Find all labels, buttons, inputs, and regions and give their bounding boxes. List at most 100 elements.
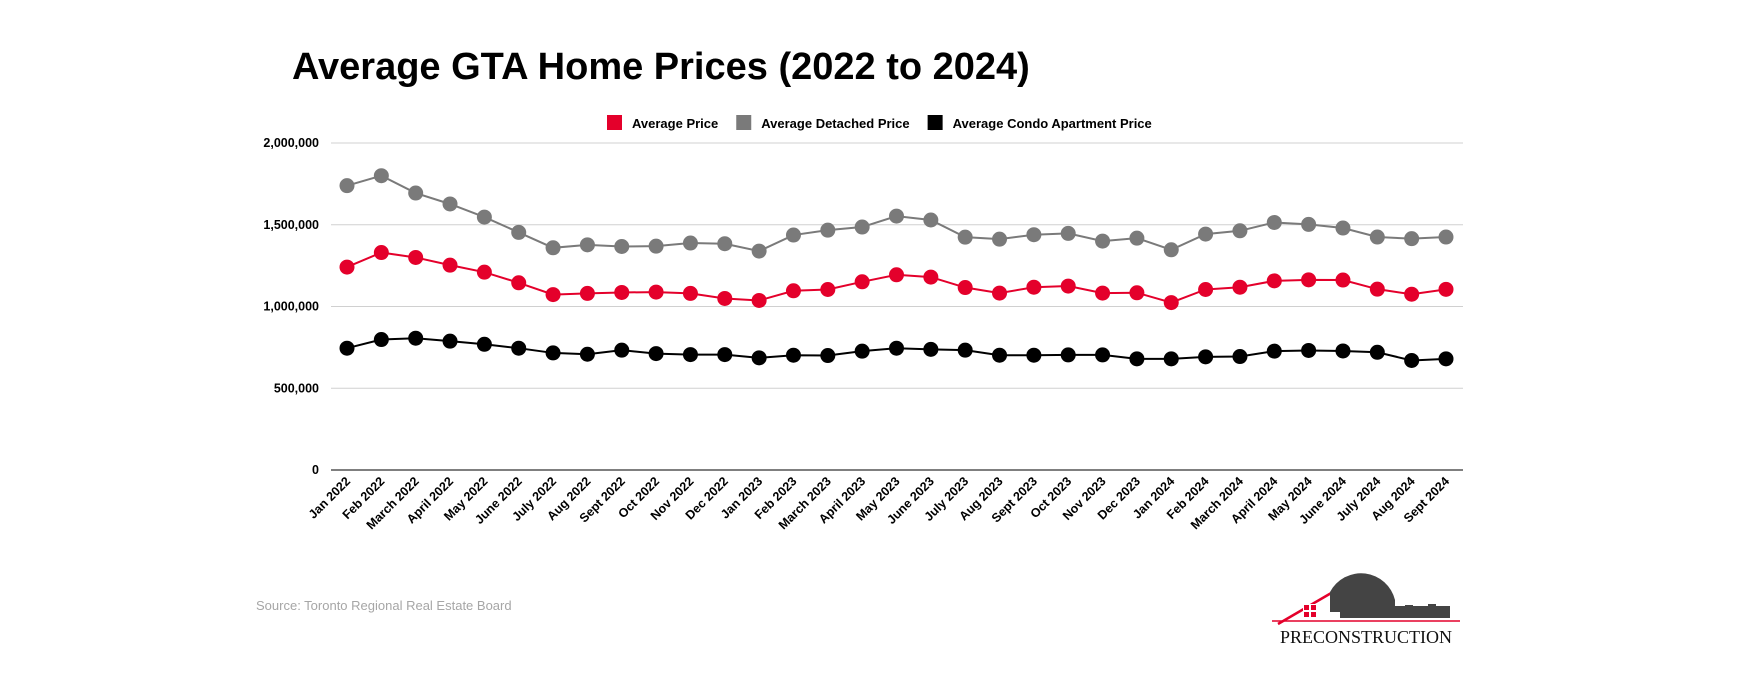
data-point xyxy=(1095,285,1111,301)
data-point xyxy=(408,249,424,265)
data-point xyxy=(1198,226,1214,242)
data-point xyxy=(1301,216,1317,232)
data-point xyxy=(957,280,973,296)
data-point xyxy=(992,347,1008,363)
data-point xyxy=(545,287,561,303)
y-tick-label: 0 xyxy=(312,463,319,477)
y-axis-ticks: 0 500,000 1,000,000 1,500,000 2,000,000 xyxy=(263,136,319,477)
legend-item: Average Condo Apartment Price xyxy=(927,115,1152,131)
data-point xyxy=(820,222,836,238)
data-point xyxy=(751,243,767,259)
series-average-condo-apartment-price xyxy=(339,330,1454,368)
y-tick-label: 1,500,000 xyxy=(263,218,319,232)
data-point xyxy=(511,340,527,356)
legend-item: Average Price xyxy=(607,115,718,131)
data-point xyxy=(717,347,733,363)
y-tick-label: 1,000,000 xyxy=(263,300,319,314)
data-point xyxy=(648,238,664,254)
data-point xyxy=(511,224,527,240)
data-point xyxy=(820,348,836,364)
data-point xyxy=(785,227,801,243)
data-point xyxy=(545,345,561,361)
data-point xyxy=(1438,281,1454,297)
data-point xyxy=(682,347,698,363)
data-point xyxy=(511,275,527,291)
data-point xyxy=(820,281,836,297)
data-point xyxy=(339,178,355,194)
data-point xyxy=(373,245,389,261)
data-point xyxy=(339,259,355,275)
data-point xyxy=(545,240,561,256)
data-point xyxy=(1335,343,1351,359)
data-point xyxy=(1095,233,1111,249)
data-point xyxy=(1129,351,1145,367)
y-tick-label: 2,000,000 xyxy=(263,136,319,150)
data-point xyxy=(992,231,1008,247)
data-point xyxy=(476,336,492,352)
legend-swatch xyxy=(607,115,622,130)
data-point xyxy=(476,209,492,225)
data-point xyxy=(1060,225,1076,241)
data-point xyxy=(682,285,698,301)
data-point xyxy=(579,285,595,301)
data-point xyxy=(1232,223,1248,239)
data-point xyxy=(339,340,355,356)
data-point xyxy=(1026,279,1042,295)
data-point xyxy=(889,340,904,356)
data-point xyxy=(1129,285,1145,301)
data-point xyxy=(785,283,801,299)
data-point xyxy=(923,269,939,285)
legend-label: Average Price xyxy=(632,116,718,131)
data-point xyxy=(957,342,973,358)
data-point xyxy=(1232,279,1248,295)
legend-swatch xyxy=(736,115,752,130)
data-point xyxy=(717,290,733,306)
data-point xyxy=(373,168,389,184)
data-point xyxy=(1335,272,1351,288)
data-point xyxy=(1369,229,1385,245)
legend-label: Average Detached Price xyxy=(761,116,909,131)
svg-text:PRECONSTRUCTION: PRECONSTRUCTION xyxy=(1280,627,1452,647)
data-point xyxy=(1404,352,1420,368)
preconstruction-logo: PRECONSTRUCTION xyxy=(1272,573,1460,647)
data-point xyxy=(1266,214,1282,230)
series-average-price xyxy=(339,245,1454,311)
data-point xyxy=(579,237,595,253)
data-point xyxy=(373,332,389,348)
data-point xyxy=(1163,242,1179,258)
data-point xyxy=(682,235,698,251)
series-average-detached-price xyxy=(339,168,1454,259)
data-point xyxy=(1404,286,1420,302)
data-point xyxy=(476,264,492,280)
data-point xyxy=(408,330,424,346)
data-point xyxy=(854,343,870,359)
y-tick-label: 500,000 xyxy=(274,381,319,395)
data-point xyxy=(1301,342,1317,358)
chart-title: Average GTA Home Prices (2022 to 2024) xyxy=(292,46,1030,88)
data-point xyxy=(923,212,939,228)
data-point xyxy=(854,219,870,235)
legend-item: Average Detached Price xyxy=(736,115,910,131)
data-point xyxy=(614,238,630,254)
data-point xyxy=(614,342,630,358)
legend-label: Average Condo Apartment Price xyxy=(953,116,1152,131)
data-point xyxy=(1163,295,1179,311)
gridlines xyxy=(331,142,1463,471)
data-point xyxy=(992,285,1008,301)
data-point xyxy=(1438,351,1454,367)
data-point xyxy=(1232,349,1248,365)
legend: Average Price Average Detached Price Avera… xyxy=(607,115,1152,131)
data-point xyxy=(957,229,973,245)
data-point xyxy=(1301,272,1317,288)
data-point xyxy=(1266,273,1282,289)
data-point xyxy=(1404,231,1420,247)
data-point xyxy=(648,346,664,362)
data-point xyxy=(442,257,458,273)
data-point xyxy=(1369,344,1385,360)
data-point xyxy=(751,292,767,308)
data-point xyxy=(1266,343,1282,359)
data-point xyxy=(1026,227,1042,243)
data-point xyxy=(923,341,939,357)
